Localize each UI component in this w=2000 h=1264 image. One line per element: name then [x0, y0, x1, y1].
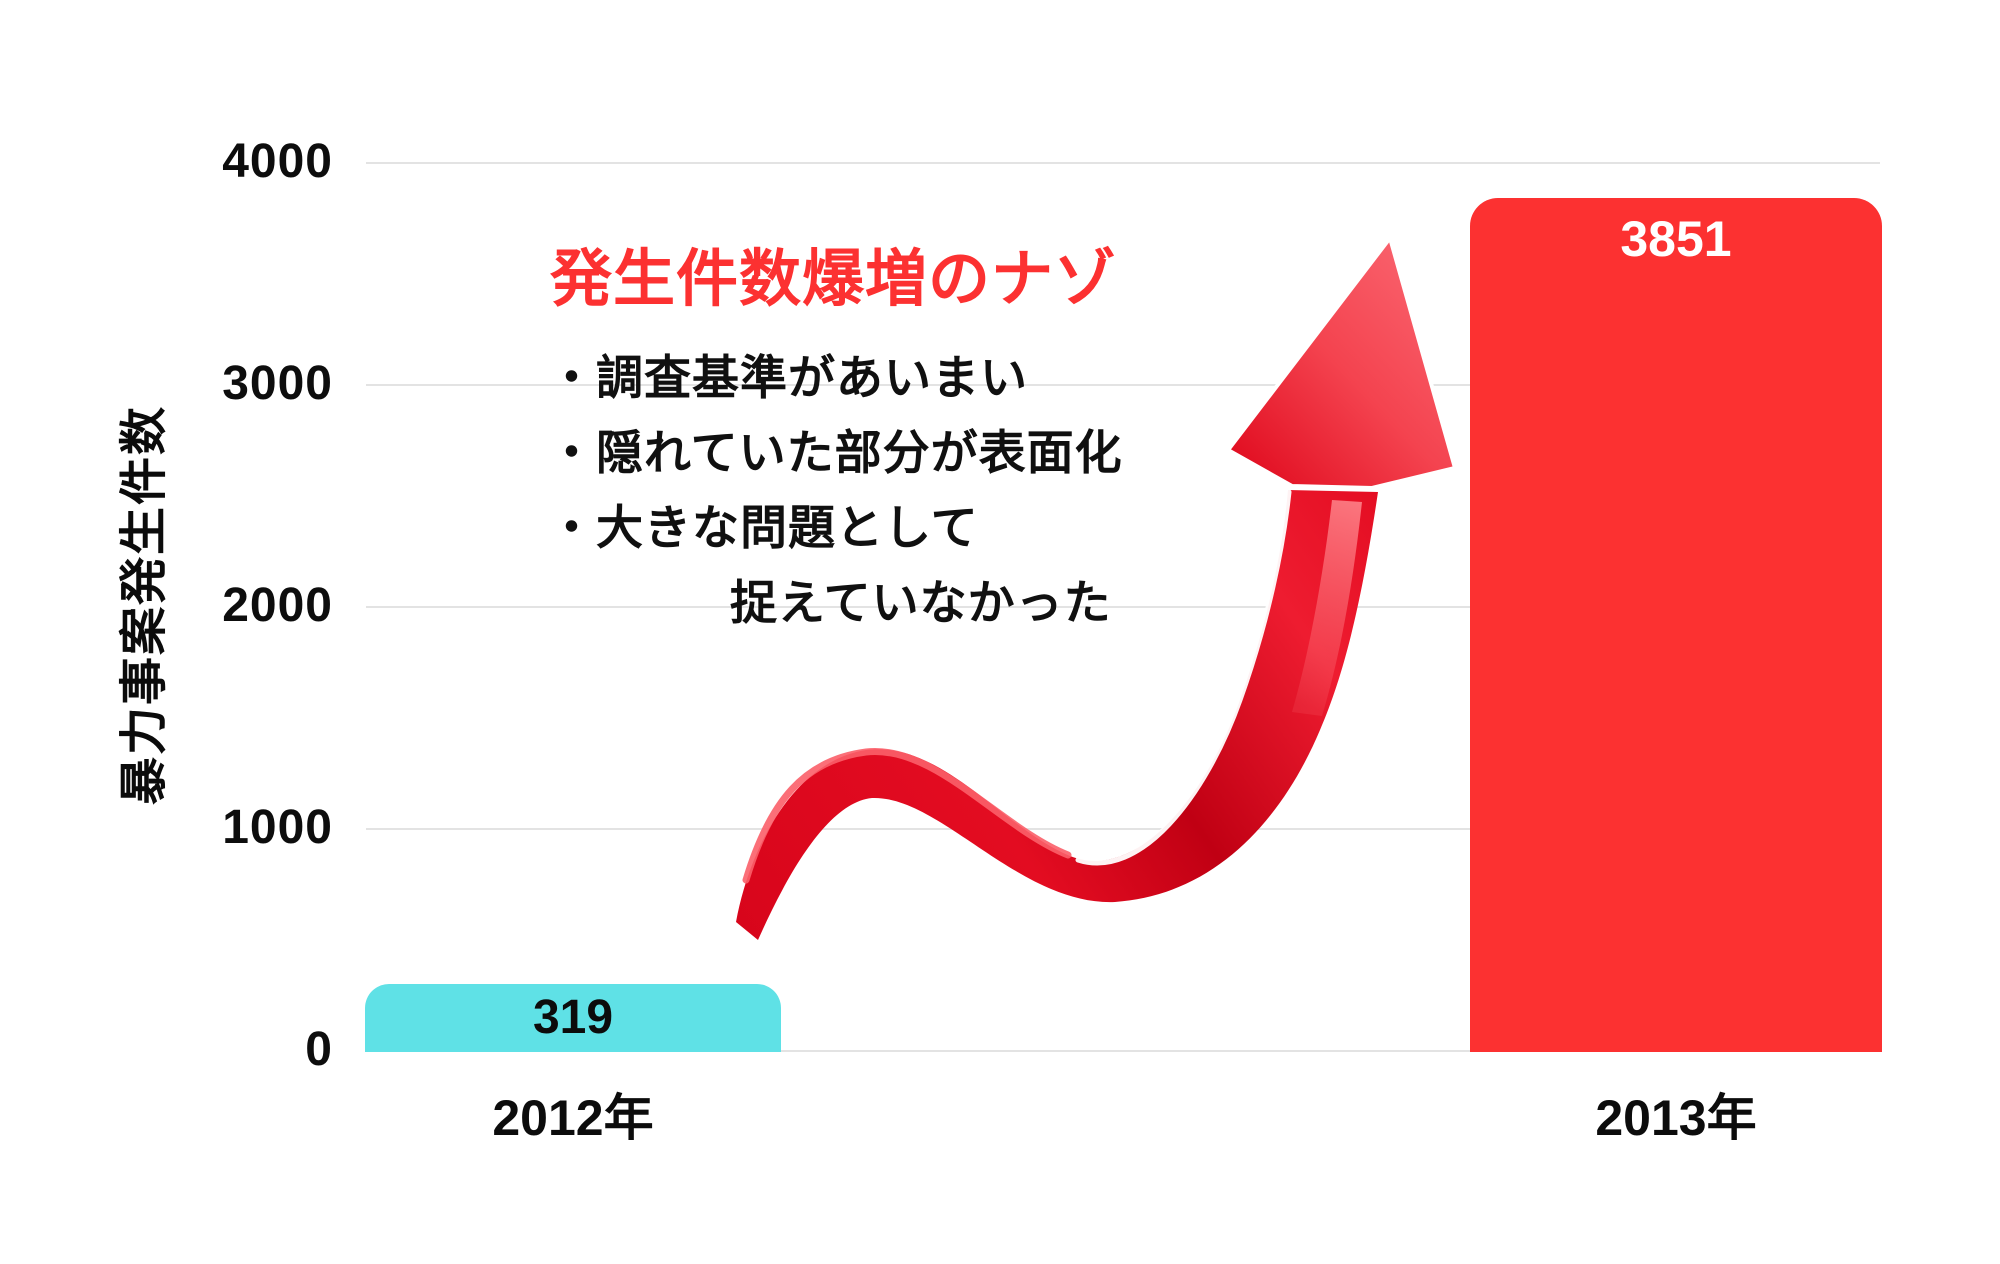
gridline-3000 [366, 384, 1880, 386]
bar-2013-value-label: 3851 [1620, 211, 1732, 267]
bar-2013: 3851 [1470, 198, 1882, 1052]
y-axis-title: 暴力事案発生件数 [118, 404, 171, 806]
bar-2012-value-label: 319 [532, 991, 614, 1044]
annotation-bullet-2: ・隠れていた部分が表面化 [548, 426, 1123, 479]
gridline-4000 [366, 162, 1880, 164]
gridline-0 [366, 1050, 1880, 1052]
annotation-bullet-4: 捉えていなかった [730, 576, 1112, 629]
annotation-heading: 発生件数爆増のナゾ [550, 245, 1118, 314]
y-tick-label-2000: 2000 [222, 579, 333, 632]
y-tick-label-1000: 1000 [222, 801, 333, 854]
arrow-head [1226, 236, 1457, 490]
y-tick-label-4000: 4000 [222, 135, 333, 188]
y-tick-label-0: 0 [305, 1023, 333, 1076]
bar-2012: 319 [365, 984, 781, 1052]
y-tick-label-3000: 3000 [222, 357, 333, 410]
x-axis-label-2012: 2012年 [492, 1090, 654, 1146]
x-axis-label-2013: 2013年 [1595, 1090, 1757, 1146]
annotation-list: ・調査基準があいまい ・隠れていた部分が表面化 ・大きな問題として 捉えていなか… [548, 340, 1123, 640]
annotation-bullet-3: ・大きな問題として [548, 501, 979, 554]
annotation-bullet-1: ・調査基準があいまい [548, 351, 1028, 404]
